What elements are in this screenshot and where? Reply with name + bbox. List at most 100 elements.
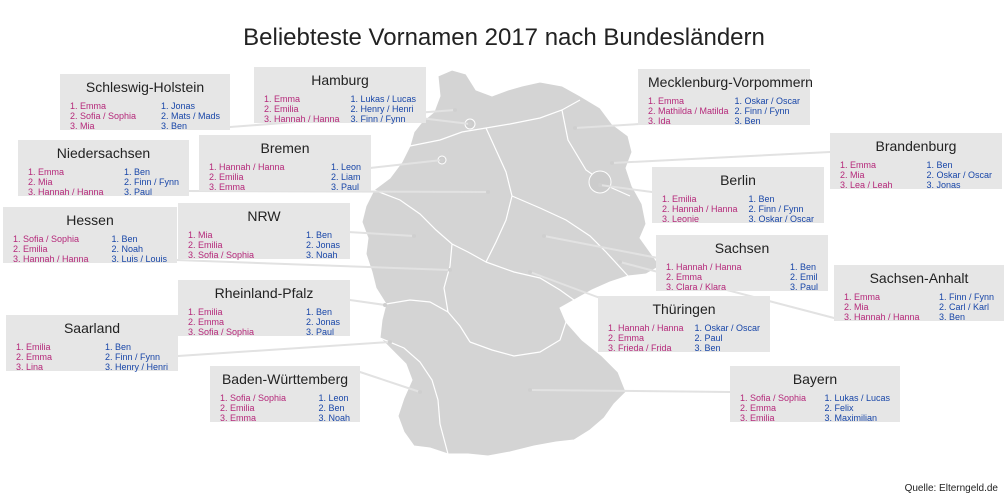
state-box-saarland: Saarland 1. Emilia 2. Emma 3. Lina 1. Be… [6,315,178,372]
boy-name-3: 3. Finn / Fynn [350,114,406,124]
boy-name-3: 3. Jonas [926,180,961,190]
girl-name-1: 1. Hannah / Hanna [209,162,285,172]
state-box-hessen: Hessen 1. Sofia / Sophia 2. Emilia 3. Ha… [3,207,177,264]
leader-lines [175,108,835,394]
boy-name-1: 1. Ben [926,160,953,170]
girl-name-2: 2. Emilia [264,104,299,114]
leader-dot-sachsen-anhalt [618,260,622,264]
boy-name-2: 2. Mats / Mads [160,111,220,121]
girl-name-3: 3. Hannah / Hanna [264,114,340,124]
girl-name-3: 3. Hannah / Hanna [844,312,920,322]
boy-name-1: 1. Leon [330,162,361,172]
state-borders [373,99,631,455]
boys-names: 1. Ben 2. Finn / Fynn 3. Oskar / Oscar [748,194,814,224]
boy-name-3: 3. Ben [938,312,965,322]
boy-name-1: 1. Ben [789,262,816,272]
leader-dot-rheinland-pfalz [383,303,387,307]
girl-name-3: 3. Emma [220,413,257,423]
girls-names: 1. Emma 2. Sofia / Sophia 3. Mia [70,101,136,131]
boy-name-1: 1. Ben [305,230,332,240]
boys-names: 1. Jonas 2. Mats / Mads 3. Ben [161,101,220,131]
boys-names: 1. Ben 2. Jonas 3. Paul [306,307,340,337]
state-box-mecklenburg-vorpommern: Mecklenburg-Vorpommern 1. Emma 2. Mathil… [638,69,813,126]
girls-names: 1. Sofia / Sophia 2. Emma 3. Emilia [740,393,806,423]
girls-names: 1. Emma 2. Mia 3. Hannah / Hanna [844,292,920,322]
boy-name-1: 1. Finn / Fynn [938,292,994,302]
boy-name-3: 3. Ben [694,343,721,353]
state-name: Niedersachsen [56,145,151,161]
boy-name-3: 3. Maximilian [824,413,877,423]
state-name: Rheinland-Pfalz [214,285,314,301]
boy-name-2: 2. Oskar / Oscar [926,170,992,180]
girl-name-2: 2. Emilia [220,403,255,413]
boy-name-2: 2. Finn / Fynn [748,204,804,214]
girl-name-1: 1. Emma [264,94,301,104]
state-name: Berlin [720,172,756,188]
leader-dot-schleswig-holstein [453,108,457,112]
boy-name-3: 3. Ben [160,121,187,131]
state-box-brandenburg: Brandenburg 1. Emma 2. Mia 3. Lea / Leah… [830,133,1002,190]
girl-name-3: 3. Sofia / Sophia [188,327,255,337]
leader-dot-bayern [528,388,532,392]
boy-name-2: 2. Ben [318,403,345,413]
boys-names: 1. Ben 2. Finn / Fynn 3. Paul [124,167,179,197]
boys-names: 1. Ben 2. Finn / Fynn 3. Henry / Henri [105,342,168,372]
boy-name-1: 1. Ben [111,234,138,244]
state-box-sachsen: Sachsen 1. Hannah / Hanna 2. Emma 3. Cla… [656,235,828,292]
boys-names: 1. Oskar / Oscar 2. Finn / Fynn 3. Ben [734,96,800,126]
girl-name-1: 1. Sofia / Sophia [220,393,287,403]
boy-name-2: 2. Finn / Fynn [123,177,179,187]
girl-name-3: 3. Lea / Leah [840,180,893,190]
state-box-sachsen-anhalt: Sachsen-Anhalt 1. Emma 2. Mia 3. Hannah … [834,265,1004,322]
state-box-schleswig-holstein: Schleswig-Holstein 1. Emma 2. Sofia / So… [60,74,230,131]
boy-name-2: 2. Henry / Henri [350,104,414,114]
girl-name-1: 1. Emilia [16,342,51,352]
boy-name-2: 2. Felix [824,403,854,413]
state-box-nrw: NRW 1. Mia 2. Emilia 3. Sofia / Sophia 1… [178,203,350,260]
boy-name-1: 1. Jonas [160,101,195,111]
state-box-baden-wuerttemberg: Baden-Württemberg 1. Sofia / Sophia 2. E… [210,366,360,423]
leader-line-brandenburg [611,151,831,164]
leader-dot-saarland [388,340,392,344]
boy-name-1: 1. Leon [318,393,349,403]
boys-names: 1. Ben 2. Jonas 3. Noah [306,230,340,260]
girl-name-3: 3. Ida [648,116,671,126]
boy-name-3: 3. Henry / Henri [104,362,168,372]
girls-names: 1. Hannah / Hanna 2. Emilia 3. Emma [209,162,285,192]
boys-names: 1. Ben 2. Oskar / Oscar 3. Jonas [926,160,992,190]
girl-name-1: 1. Sofia / Sophia [13,234,80,244]
girl-name-2: 2. Mia [844,302,869,312]
boys-names: 1. Lukas / Lucas 2. Henry / Henri 3. Fin… [350,94,416,124]
boy-name-3: 3. Noah [305,250,338,260]
state-name: Brandenburg [875,138,957,154]
leader-line-mecklenburg-vorpommern [574,123,641,129]
boy-name-1: 1. Oskar / Oscar [694,323,760,333]
leader-line-thueringen [529,271,601,299]
leader-dot-thueringen [528,270,532,274]
girl-name-1: 1. Mia [188,230,213,240]
boy-name-3: 3. Paul [305,327,334,337]
girl-name-1: 1. Emilia [662,194,697,204]
state-name: Thüringen [652,301,716,317]
page-title: Beliebteste Vornamen 2017 nach Bundeslän… [243,24,765,51]
leader-line-sachsen [543,235,659,259]
leader-dot-mecklenburg-vorpommern [573,126,577,130]
boys-names: 1. Oskar / Oscar 2. Paul 3. Ben [694,323,760,353]
girl-name-1: 1. Sofia / Sophia [740,393,807,403]
boy-name-3: 3. Paul [789,282,818,292]
girl-name-2: 2. Hannah / Hanna [662,204,738,214]
state-name: Sachsen [714,240,770,256]
boy-name-1: 1. Ben [104,342,131,352]
girls-names: 1. Sofia / Sophia 2. Emilia 3. Emma [220,393,286,423]
girl-name-2: 2. Emilia [209,172,244,182]
girls-names: 1. Mia 2. Emilia 3. Sofia / Sophia [188,230,254,260]
state-name: Saarland [63,320,121,336]
girl-name-2: 2. Emilia [188,240,223,250]
state-name: Bayern [792,371,838,387]
state-name: Hamburg [311,72,369,88]
leader-line-nrw [347,231,415,237]
boy-name-3: 3. Paul [330,182,359,192]
girl-name-1: 1. Emma [844,292,881,302]
leader-dot-sachsen [542,234,546,238]
girls-names: 1. Emma 2. Mia 3. Hannah / Hanna [28,167,104,197]
